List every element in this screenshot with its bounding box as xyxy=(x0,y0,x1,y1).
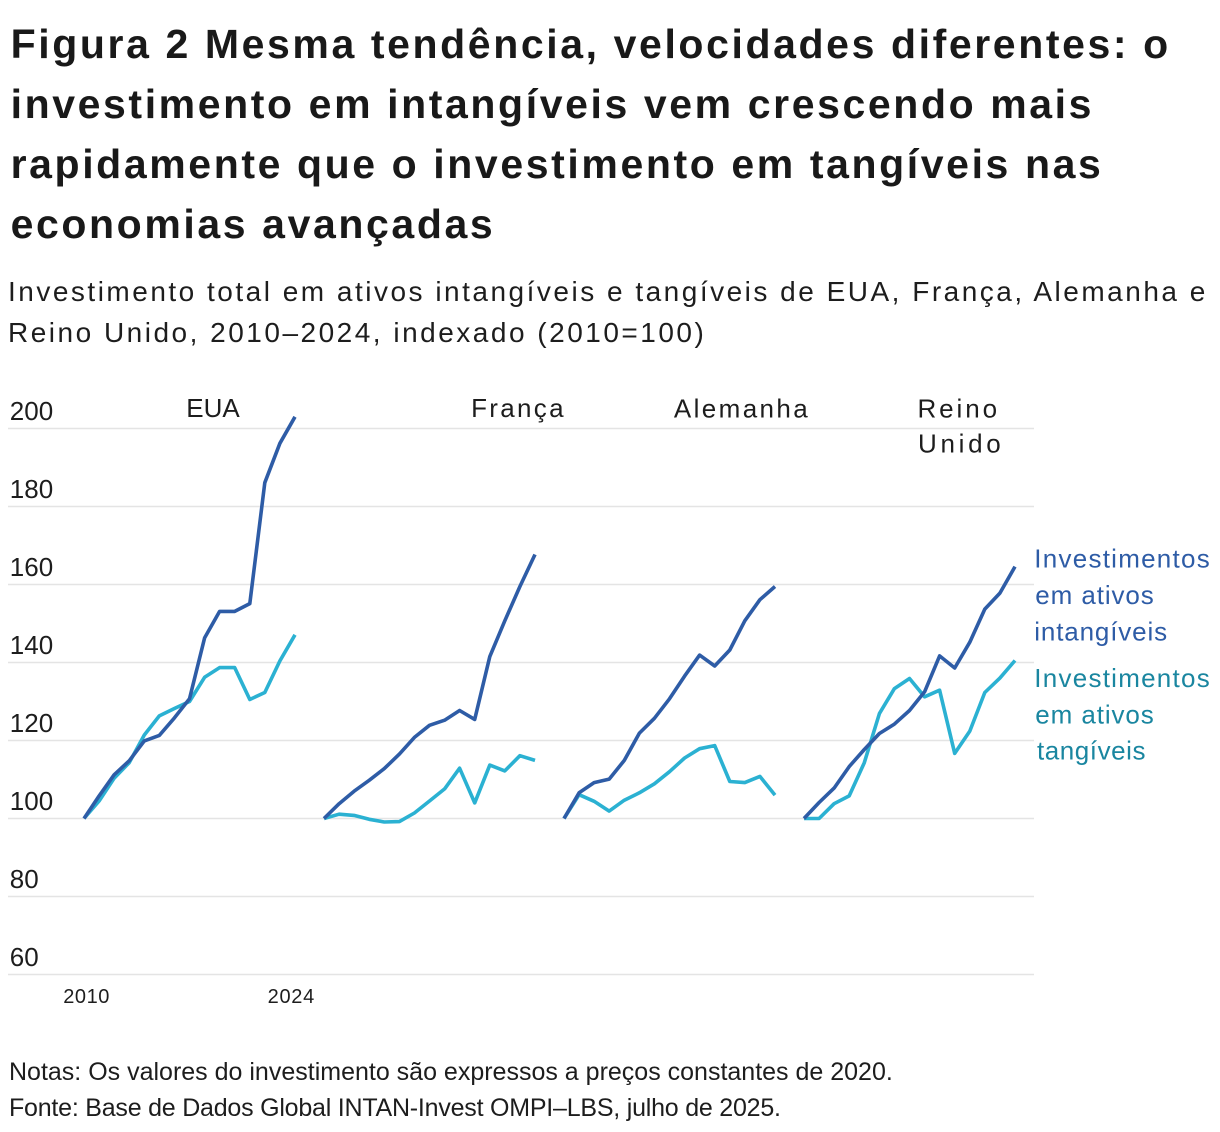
svg-text:80: 80 xyxy=(10,864,39,894)
svg-text:em ativos: em ativos xyxy=(1035,580,1154,610)
svg-text:60: 60 xyxy=(10,942,39,972)
svg-text:160: 160 xyxy=(10,552,53,582)
svg-text:tangíveis: tangíveis xyxy=(1037,736,1146,766)
svg-text:Alemanha: Alemanha xyxy=(674,394,810,424)
svg-text:Unido: Unido xyxy=(918,429,1004,459)
svg-text:Investimentos: Investimentos xyxy=(1034,663,1211,693)
svg-text:120: 120 xyxy=(10,708,53,738)
svg-text:Reino: Reino xyxy=(918,394,1000,424)
svg-text:em ativos: em ativos xyxy=(1035,699,1154,729)
svg-text:140: 140 xyxy=(10,630,53,660)
svg-text:180: 180 xyxy=(10,474,53,504)
svg-text:100: 100 xyxy=(10,786,53,816)
svg-text:2024: 2024 xyxy=(268,986,315,1008)
svg-text:intangíveis: intangíveis xyxy=(1034,616,1168,646)
svg-text:França: França xyxy=(471,393,566,423)
svg-text:200: 200 xyxy=(10,396,53,426)
svg-text:EUA: EUA xyxy=(186,393,240,423)
svg-text:2010: 2010 xyxy=(63,986,110,1008)
svg-text:Investimentos: Investimentos xyxy=(1034,544,1211,574)
